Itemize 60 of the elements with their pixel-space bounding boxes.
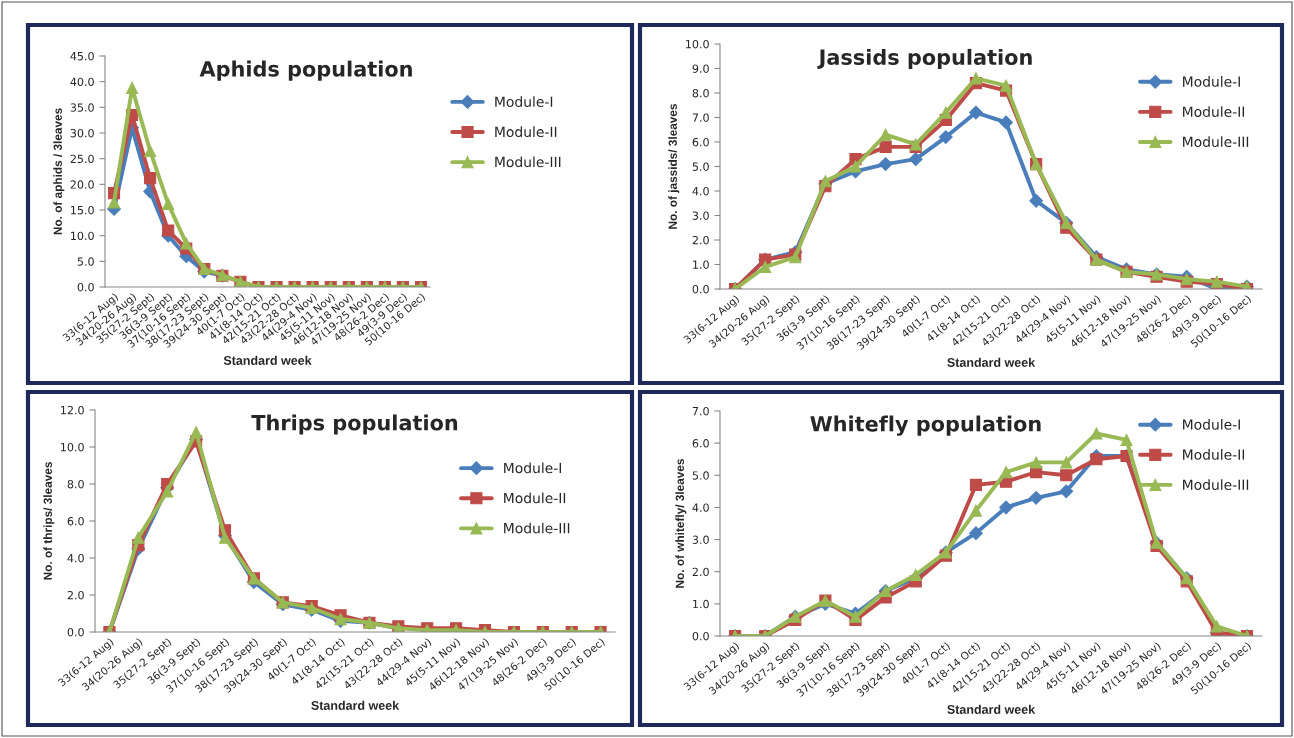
y-tick-label: 8.0	[67, 479, 84, 489]
y-tick-label: 10.0	[61, 442, 84, 452]
y-tick-label: 2.0	[67, 590, 84, 600]
y-tick-label: 9.0	[692, 64, 709, 73]
chart-title: Aphids population	[199, 60, 412, 81]
y-tick-label: 3.0	[692, 211, 709, 220]
legend-label: Module-I	[1183, 419, 1240, 430]
y-tick-label: 1.0	[693, 260, 709, 269]
x-axis-title: Standard week	[311, 700, 400, 710]
legend-label: Module-II	[1183, 449, 1245, 460]
legend-label: Module-II	[504, 492, 566, 504]
y-tick-label: 4.0	[67, 553, 84, 563]
y-axis-title: No. of whitefly/ 3leaves	[675, 459, 687, 588]
y-axis-title: No. of aphids / 3leaves	[53, 108, 65, 235]
legend-label: Module-III	[504, 522, 570, 534]
y-tick-label: 5.0	[692, 162, 709, 171]
y-tick-label: 6.0	[692, 439, 709, 448]
y-tick-label: 40.0	[70, 77, 94, 87]
y-tick-label: 8.0	[692, 88, 709, 98]
y-tick-label: 15.0	[71, 205, 94, 215]
y-tick-label: 6.0	[692, 137, 709, 147]
legend-label: Module-I	[1183, 76, 1240, 87]
y-tick-label: 7.0	[692, 113, 709, 122]
y-tick-label: 25.0	[70, 154, 94, 164]
chart-title: Jassids population	[817, 48, 1032, 70]
y-tick-label: 6.0	[67, 516, 84, 526]
y-tick-label: 5.0	[77, 257, 94, 266]
y-tick-label: 3.0	[692, 535, 709, 544]
y-tick-label: 10.0	[71, 231, 94, 241]
legend-label: Module-III	[1183, 136, 1249, 148]
y-tick-label: 2.0	[692, 567, 709, 577]
legend-label: Module-II	[495, 126, 557, 138]
y-axis-title: No. of thrips/ 3leaves	[43, 462, 55, 580]
y-tick-label: 4.0	[692, 503, 709, 512]
y-tick-label: 0.0	[692, 284, 709, 294]
chart-title: Thrips population	[251, 414, 458, 435]
y-tick-label: 45.0	[70, 51, 94, 61]
legend-label: Module-III	[1183, 479, 1249, 490]
y-tick-label: 1.0	[693, 599, 709, 609]
y-tick-label: 7.0	[692, 406, 709, 416]
x-axis-title: Standard week	[947, 357, 1036, 367]
y-tick-label: 0.0	[67, 627, 84, 637]
legend-label: Module-I	[495, 96, 553, 107]
y-tick-label: 0.0	[692, 631, 709, 641]
x-axis-title: Standard week	[947, 704, 1036, 714]
legend-label: Module-III	[495, 156, 561, 168]
y-tick-label: 4.0	[692, 186, 709, 196]
legend-label: Module-I	[504, 462, 562, 474]
y-tick-label: 2.0	[692, 235, 709, 245]
chart-title: Whitefly population	[810, 415, 1041, 436]
y-tick-label: 5.0	[692, 471, 709, 480]
y-axis-title: No. of jassids/ 3leaves	[668, 103, 680, 229]
y-tick-label: 10.0	[686, 39, 709, 49]
y-tick-label: 0.0	[77, 282, 94, 292]
y-tick-label: 35.0	[70, 103, 94, 112]
y-tick-label: 20.0	[70, 180, 94, 189]
y-tick-label: 30.0	[70, 128, 94, 138]
y-tick-label: 12.0	[61, 405, 84, 415]
x-axis-title: Standard week	[223, 355, 312, 365]
legend-label: Module-II	[1183, 106, 1245, 117]
